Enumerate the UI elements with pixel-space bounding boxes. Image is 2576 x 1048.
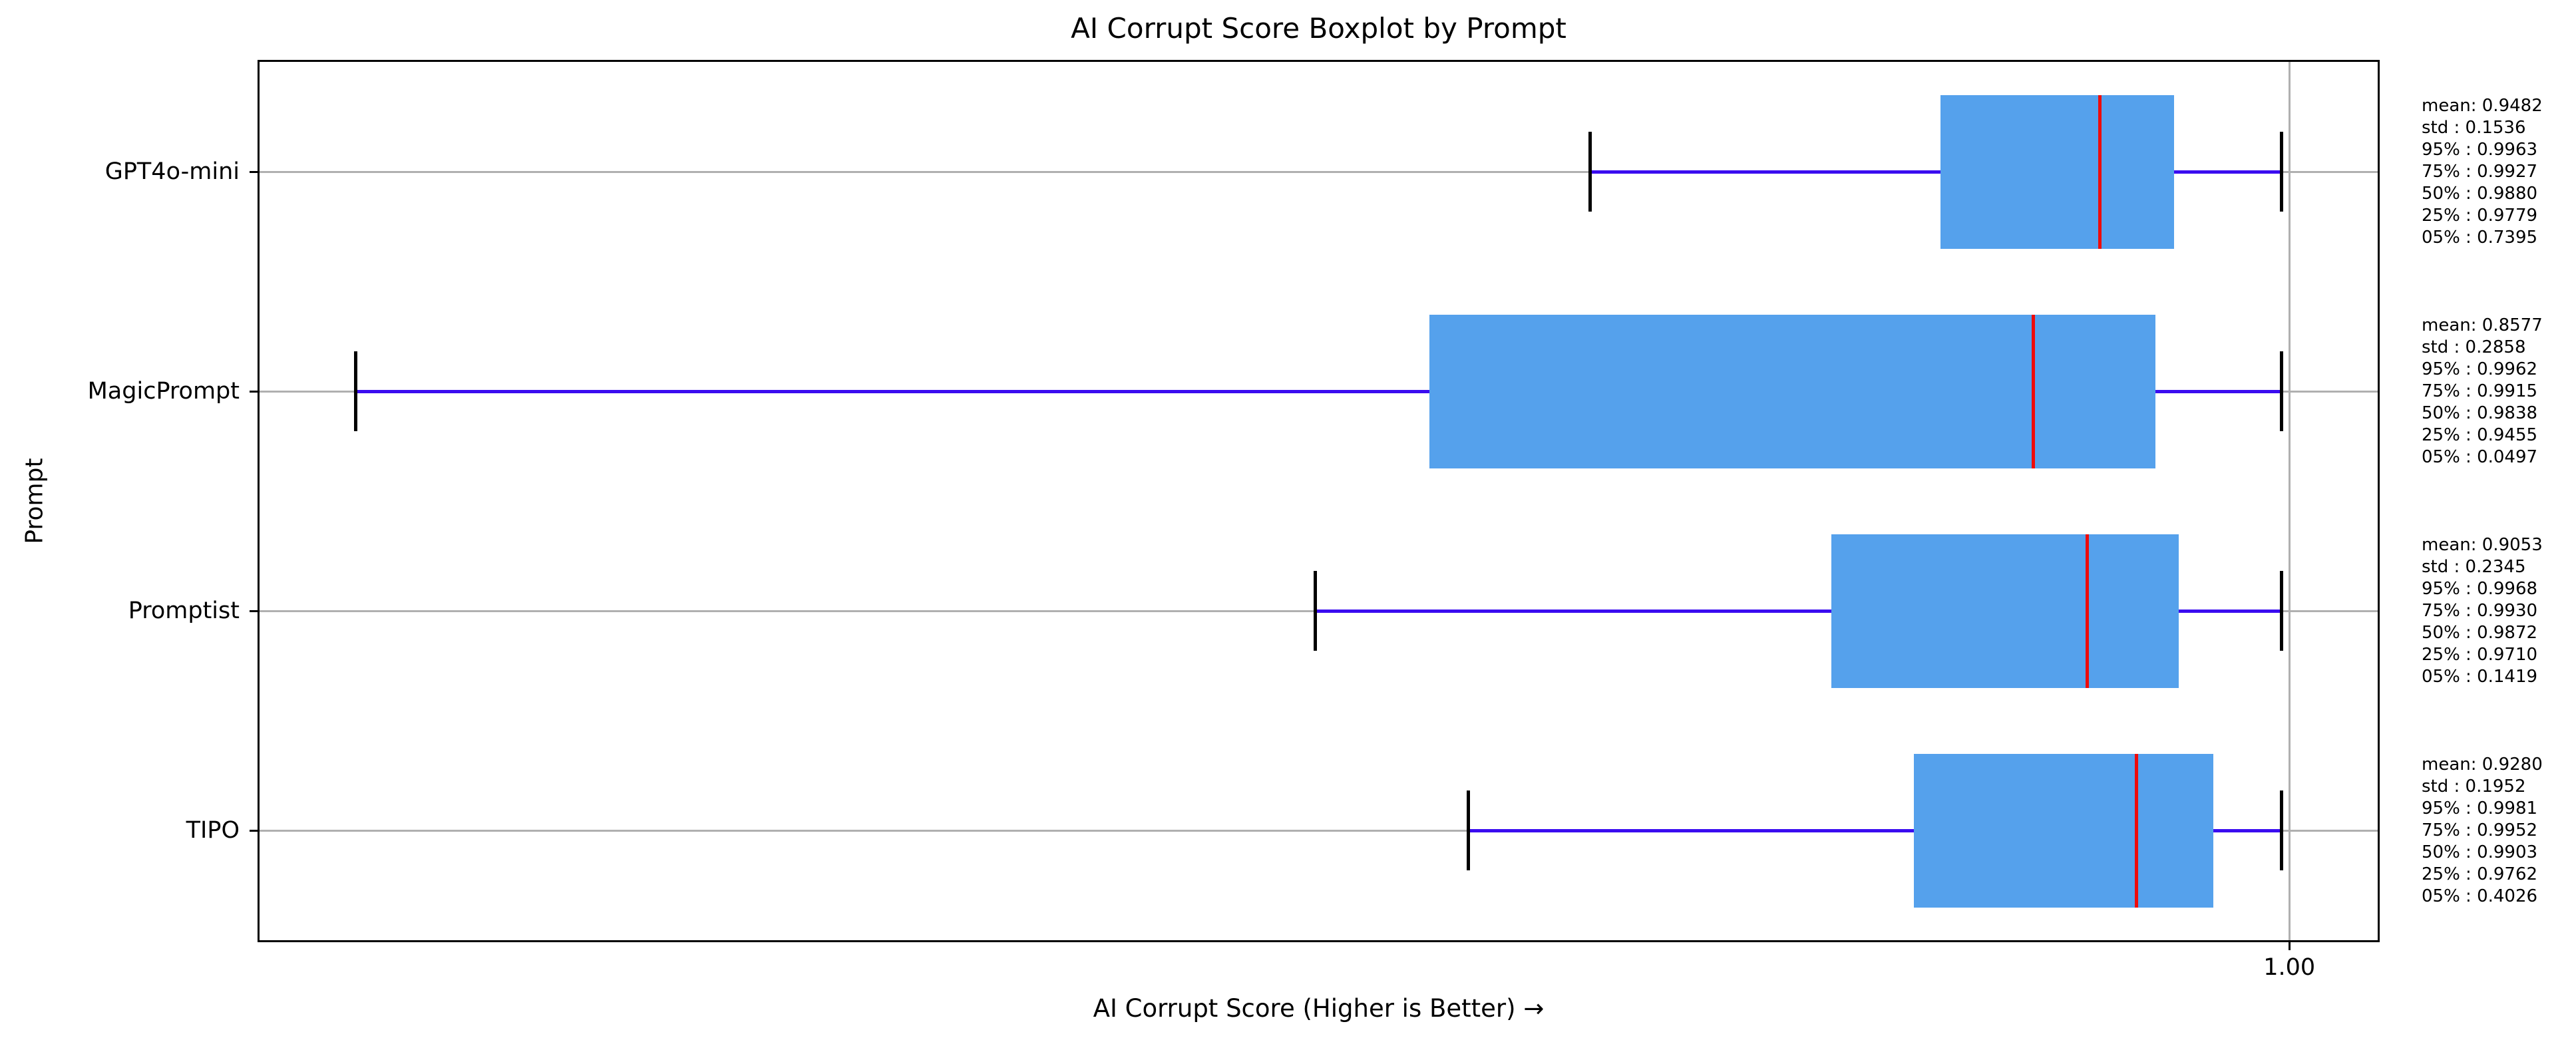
- whisker-cap-low: [1588, 132, 1592, 212]
- median-line: [2032, 314, 2036, 468]
- category-label: Promptist: [128, 598, 240, 624]
- whisker-low-line: [1315, 609, 1832, 613]
- stats-line: 25% : 0.9762: [2422, 864, 2538, 884]
- whisker-low-line: [355, 389, 1429, 393]
- stats-line: 50% : 0.9903: [2422, 842, 2538, 862]
- x-tick-mark: [2288, 940, 2291, 950]
- x-tick-label: 1.00: [2263, 954, 2316, 981]
- stats-line: 95% : 0.9962: [2422, 359, 2538, 379]
- stats-line: 95% : 0.9963: [2422, 140, 2538, 160]
- stats-line: 25% : 0.9710: [2422, 645, 2538, 665]
- plot-area: [260, 62, 2378, 940]
- stats-block: mean: 0.9053 std : 0.2345 95% : 0.9968 75% …: [2422, 534, 2543, 688]
- stats-block: mean: 0.9482 std : 0.1536 95% : 0.9963 75% …: [2422, 95, 2543, 249]
- whisker-cap-high: [2279, 790, 2283, 870]
- box: [1940, 94, 2175, 249]
- median-line: [2098, 94, 2102, 249]
- y-tick-mark: [250, 610, 260, 612]
- y-gridline: [260, 170, 2378, 173]
- category-label: TIPO: [186, 817, 240, 844]
- stats-line: 75% : 0.9952: [2422, 820, 2538, 840]
- stats-line: mean: 0.9482: [2422, 96, 2543, 116]
- stats-line: 50% : 0.9880: [2422, 184, 2538, 204]
- stats-line: 05% : 0.1419: [2422, 667, 2538, 687]
- stats-line: 75% : 0.9927: [2422, 162, 2538, 182]
- x-axis-label: AI Corrupt Score (Higher is Better) →: [1093, 994, 1545, 1023]
- stats-line: 25% : 0.9455: [2422, 425, 2538, 445]
- y-gridline: [260, 829, 2378, 832]
- stats-line: 75% : 0.9930: [2422, 601, 2538, 621]
- stats-line: mean: 0.9053: [2422, 535, 2543, 555]
- stats-block: mean: 0.9280 std : 0.1952 95% : 0.9981 75% …: [2422, 754, 2543, 908]
- box: [1913, 753, 2214, 908]
- whisker-high-line: [2155, 389, 2282, 393]
- stats-line: 75% : 0.9915: [2422, 381, 2538, 401]
- stats-line: mean: 0.9280: [2422, 755, 2543, 775]
- whisker-low-line: [1590, 170, 1940, 174]
- whisker-cap-high: [2279, 351, 2283, 431]
- stats-line: 95% : 0.9968: [2422, 579, 2538, 599]
- whisker-cap-low: [1314, 571, 1318, 651]
- category-label: MagicPrompt: [87, 378, 240, 405]
- stats-block: mean: 0.8577 std : 0.2858 95% : 0.9962 75% …: [2422, 315, 2543, 468]
- stats-line: 05% : 0.7395: [2422, 228, 2538, 248]
- stats-line: std : 0.2345: [2422, 557, 2526, 577]
- y-tick-mark: [250, 390, 260, 393]
- stats-line: 50% : 0.9872: [2422, 623, 2538, 643]
- stats-line: std : 0.1952: [2422, 777, 2526, 796]
- y-tick-mark: [250, 829, 260, 832]
- whisker-high-line: [2213, 828, 2282, 832]
- stats-line: 50% : 0.9838: [2422, 403, 2538, 423]
- chart-title: AI Corrupt Score Boxplot by Prompt: [1071, 12, 1566, 45]
- stats-line: std : 0.2858: [2422, 337, 2526, 357]
- stats-line: 05% : 0.0497: [2422, 447, 2538, 467]
- median-line: [2086, 534, 2090, 688]
- y-axis-label: Prompt: [21, 458, 49, 544]
- x-gridline: [2288, 62, 2291, 940]
- whisker-high-line: [2174, 170, 2282, 174]
- stats-line: 95% : 0.9981: [2422, 798, 2538, 818]
- whisker-low-line: [1468, 828, 1914, 832]
- y-tick-mark: [250, 170, 260, 173]
- whisker-cap-high: [2279, 132, 2283, 212]
- whisker-cap-high: [2279, 571, 2283, 651]
- stats-line: 25% : 0.9779: [2422, 206, 2538, 226]
- category-label: GPT4o-mini: [104, 158, 240, 185]
- median-line: [2134, 753, 2138, 908]
- whisker-cap-low: [354, 351, 358, 431]
- stats-line: 05% : 0.4026: [2422, 886, 2538, 906]
- stats-line: std : 0.1536: [2422, 118, 2526, 138]
- box: [1429, 314, 2155, 468]
- whisker-cap-low: [1467, 790, 1471, 870]
- whisker-high-line: [2179, 609, 2282, 613]
- stats-line: mean: 0.8577: [2422, 315, 2543, 335]
- box: [1831, 534, 2179, 688]
